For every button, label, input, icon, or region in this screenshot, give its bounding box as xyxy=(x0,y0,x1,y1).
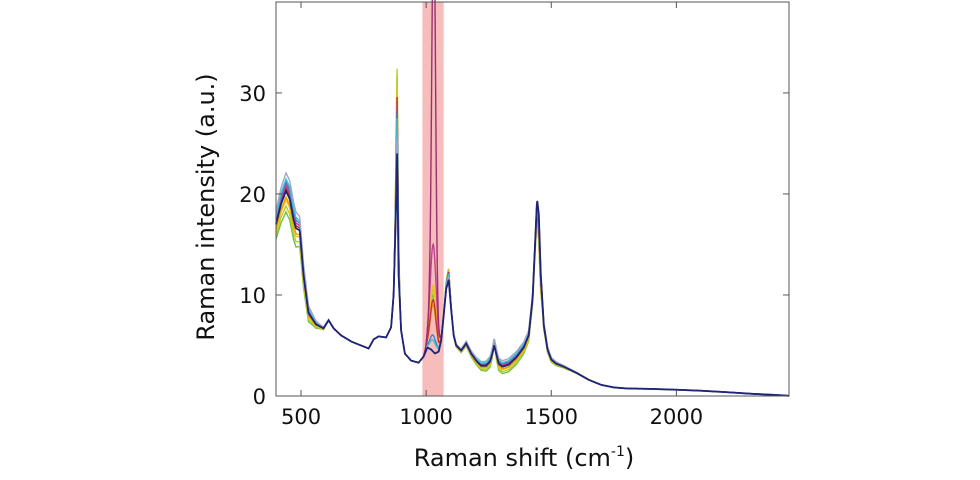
plot-background xyxy=(276,2,789,396)
x-tick-label: 1500 xyxy=(525,405,578,429)
x-axis-label-superscript: -1 xyxy=(611,444,625,460)
axis-tick-labels: 500 1000 1500 2000 0 10 20 30 xyxy=(239,82,703,429)
plot-frame xyxy=(275,1,790,397)
axis-ticks xyxy=(276,2,789,397)
x-axis-label: Raman shift (cm-1) xyxy=(414,444,635,472)
y-tick-label: 10 xyxy=(239,284,266,308)
x-axis-label-close: ) xyxy=(625,444,634,472)
y-axis-label: Raman intensity (a.u.) xyxy=(192,73,220,340)
series-group xyxy=(275,0,789,397)
x-tick-label: 2000 xyxy=(650,405,703,429)
x-tick-label: 1000 xyxy=(399,405,452,429)
y-tick-label: 20 xyxy=(239,183,266,207)
y-tick-label: 0 xyxy=(253,385,266,409)
y-tick-label: 30 xyxy=(239,82,266,106)
series-line xyxy=(275,153,789,397)
x-axis-label-main: Raman shift (cm xyxy=(414,444,611,472)
x-tick-label: 500 xyxy=(281,405,321,429)
